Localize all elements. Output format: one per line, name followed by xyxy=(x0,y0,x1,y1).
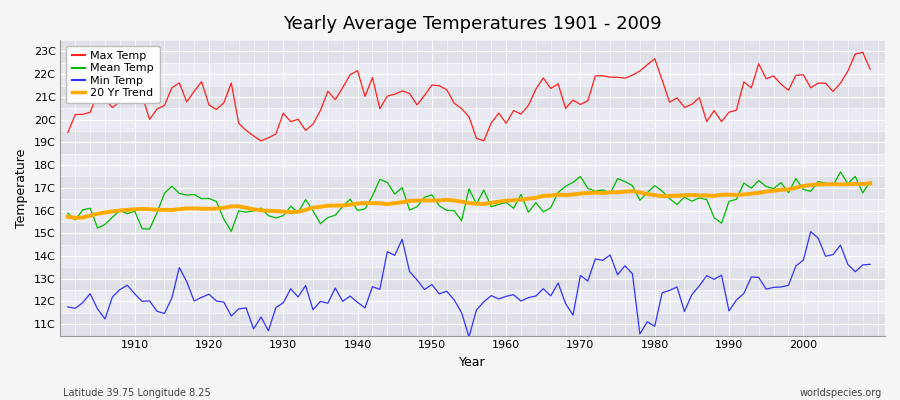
Bar xyxy=(60,40,885,63)
Bar xyxy=(60,199,885,222)
Bar xyxy=(60,313,885,336)
Bar xyxy=(60,222,885,245)
Bar xyxy=(60,108,885,131)
Bar xyxy=(60,154,885,176)
Bar xyxy=(60,86,885,108)
Y-axis label: Temperature: Temperature xyxy=(15,148,28,228)
Bar xyxy=(60,245,885,267)
Text: worldspecies.org: worldspecies.org xyxy=(800,388,882,398)
X-axis label: Year: Year xyxy=(459,356,486,369)
Bar xyxy=(60,267,885,290)
Title: Yearly Average Temperatures 1901 - 2009: Yearly Average Temperatures 1901 - 2009 xyxy=(284,15,662,33)
Bar xyxy=(60,290,885,313)
Bar xyxy=(60,176,885,199)
Legend: Max Temp, Mean Temp, Min Temp, 20 Yr Trend: Max Temp, Mean Temp, Min Temp, 20 Yr Tre… xyxy=(66,46,159,104)
Bar xyxy=(60,131,885,154)
Bar xyxy=(60,63,885,86)
Text: Latitude 39.75 Longitude 8.25: Latitude 39.75 Longitude 8.25 xyxy=(63,388,211,398)
